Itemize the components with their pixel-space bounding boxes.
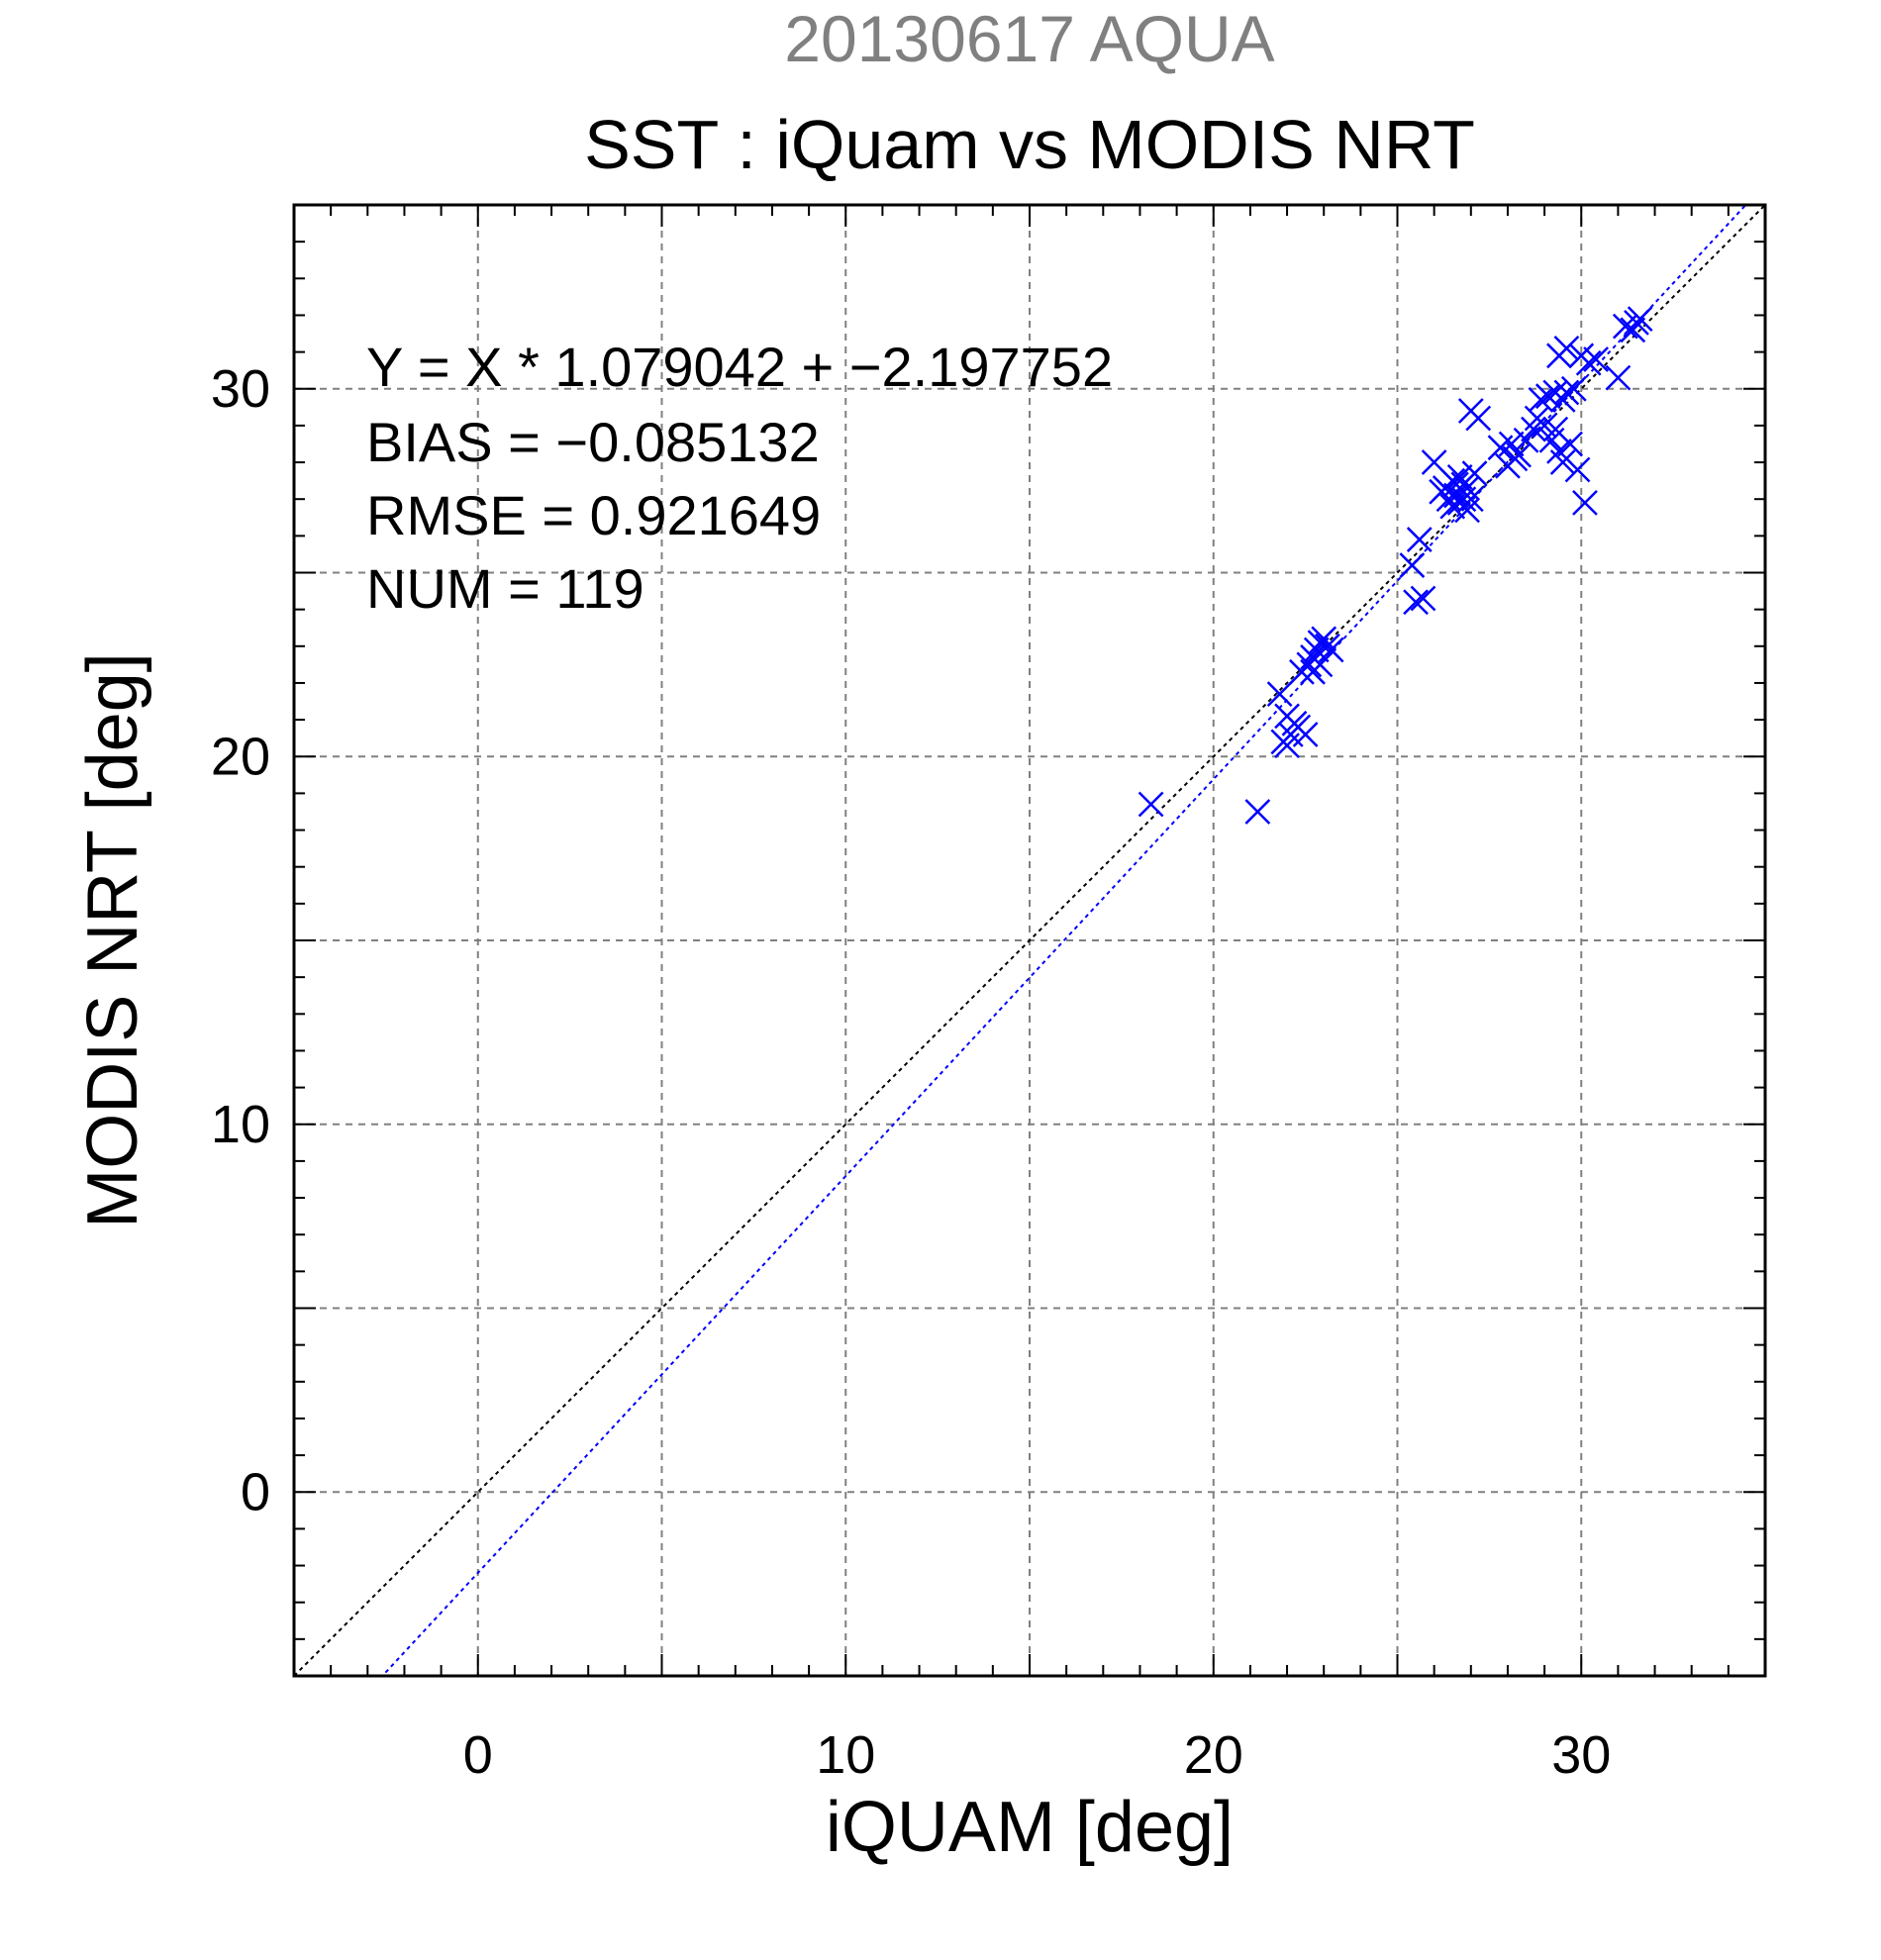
stats-line-rmse: RMSE = 0.921649 [366, 484, 821, 546]
chart-title: SST : iQuam vs MODIS NRT [584, 106, 1475, 183]
data-point [1406, 527, 1433, 552]
data-point [1457, 486, 1484, 513]
y-tick-label: 0 [241, 1462, 270, 1521]
axis-ticks [293, 204, 1766, 1677]
identity-line [294, 205, 1765, 1676]
x-axis-label: iQUAM [deg] [826, 1788, 1234, 1867]
data-point [1572, 490, 1598, 516]
data-point [1410, 585, 1436, 612]
x-tick-labels: 0 10 20 30 [463, 1725, 1612, 1785]
data-point [1399, 552, 1426, 578]
data-point [1266, 681, 1293, 707]
data-point [1583, 346, 1609, 372]
data-point [1553, 336, 1580, 361]
chart-supertitle: 20130617 AQUA [784, 2, 1274, 75]
y-tick-labels: 0 10 20 30 [211, 359, 270, 1522]
data-point [1506, 441, 1532, 468]
stats-line-num: NUM = 119 [366, 557, 644, 620]
y-axis-label: MODIS NRT [deg] [73, 652, 152, 1228]
data-point [1553, 379, 1580, 406]
data-point [1292, 722, 1319, 747]
grid-lines [294, 205, 1765, 1676]
data-point [1318, 637, 1344, 663]
data-point [1244, 799, 1271, 825]
data-point [1513, 427, 1539, 453]
y-tick-label: 30 [211, 359, 270, 419]
data-point [1446, 464, 1473, 490]
stats-line-bias: BIAS = −0.085132 [366, 411, 820, 473]
x-tick-label: 0 [463, 1725, 493, 1785]
reference-lines [294, 205, 1765, 1676]
data-point [1465, 405, 1492, 432]
data-point [1564, 456, 1591, 483]
data-point [1528, 387, 1554, 413]
data-points [1138, 306, 1653, 825]
data-point [1557, 431, 1583, 457]
data-point [1498, 431, 1525, 457]
plot-frame [292, 203, 1767, 1678]
data-point [1138, 791, 1164, 818]
data-point [1549, 449, 1576, 475]
x-tick-label: 30 [1551, 1725, 1611, 1785]
data-point [1461, 460, 1488, 487]
data-point [1627, 306, 1653, 333]
data-point [1620, 317, 1646, 343]
stats-line-equation: Y = X * 1.079042 + −2.197752 [366, 336, 1113, 398]
y-tick-label: 20 [211, 727, 270, 786]
data-point [1575, 349, 1602, 376]
data-point [1605, 364, 1632, 391]
data-point [1307, 651, 1334, 678]
data-point [1560, 375, 1587, 402]
y-tick-label: 10 [211, 1095, 270, 1154]
x-tick-label: 20 [1184, 1725, 1243, 1785]
data-point [1403, 589, 1429, 616]
data-point [1311, 626, 1337, 652]
x-tick-label: 10 [816, 1725, 875, 1785]
